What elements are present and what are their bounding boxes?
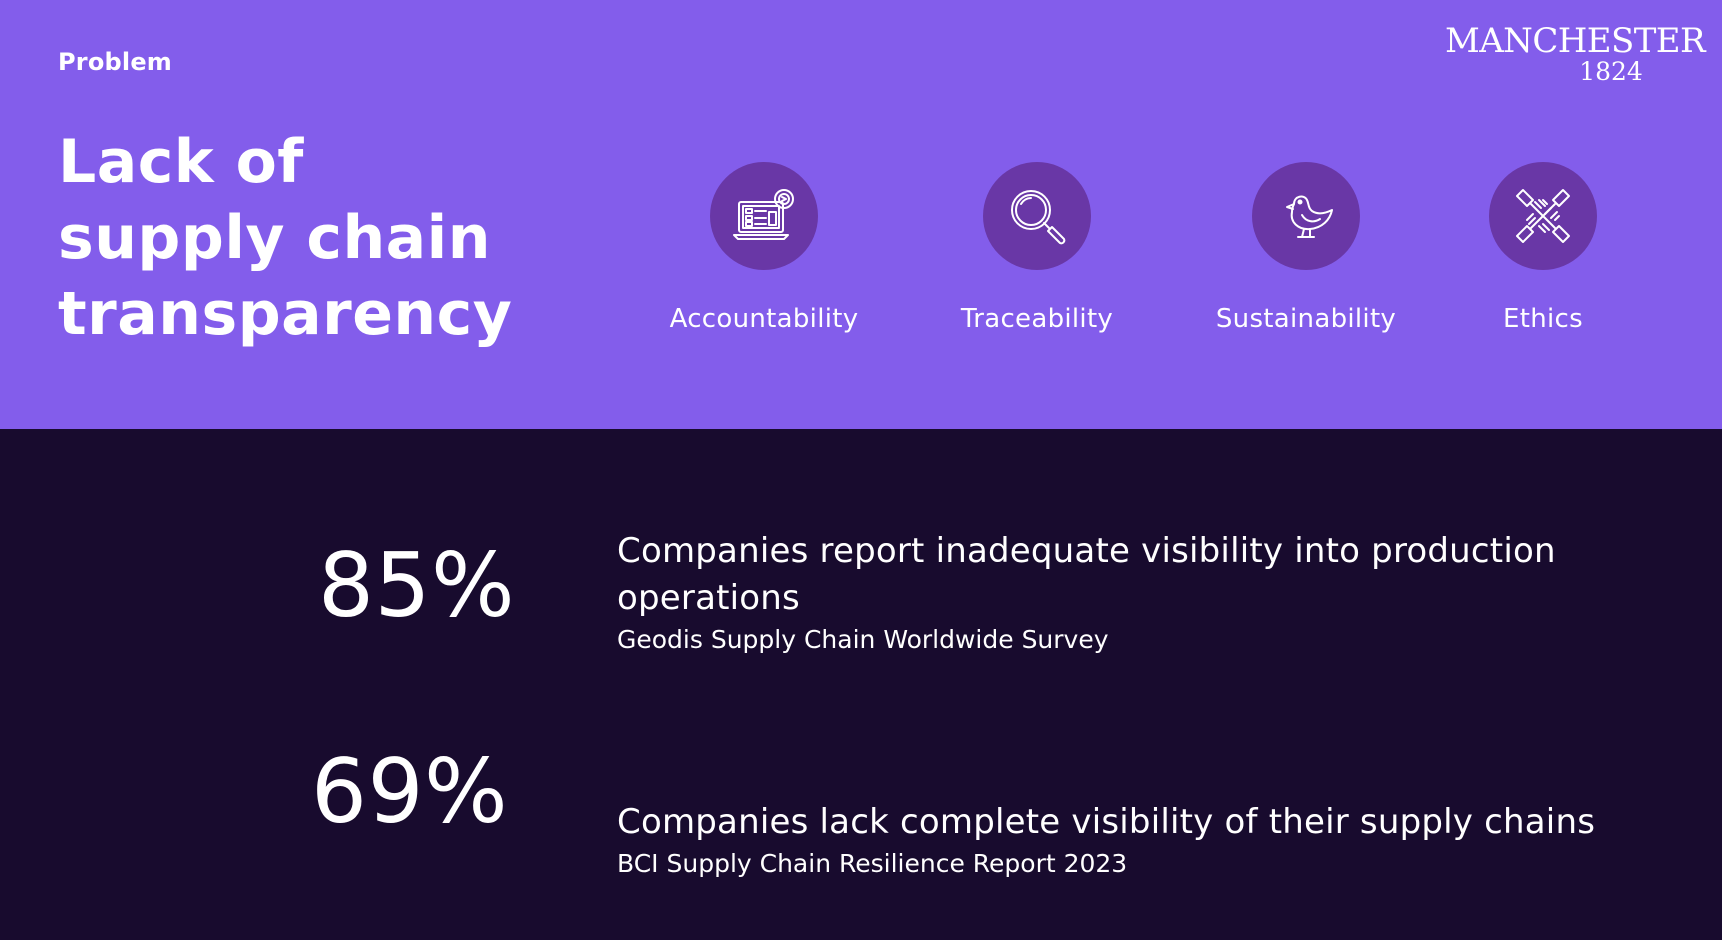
- stat-description-85: Companies report inadequate visibility i…: [617, 531, 1556, 618]
- laptop-dashboard-icon: [710, 162, 818, 270]
- feature-label-sustainability: Sustainability: [1215, 304, 1397, 334]
- stat-number-69: 69%: [311, 740, 509, 843]
- feature-accountability: Accountability: [644, 162, 884, 334]
- feature-label-accountability: Accountability: [669, 304, 859, 334]
- stat-source-85: Geodis Supply Chain Worldwide Survey: [617, 625, 1109, 654]
- stat-number-85: 85%: [318, 534, 516, 637]
- magnifying-glass-icon: [983, 162, 1091, 270]
- feature-label-ethics: Ethics: [1503, 304, 1583, 334]
- logo-year: 1824: [1579, 57, 1643, 86]
- title-line-1: Lack of: [58, 127, 304, 197]
- title-line-3: transparency: [58, 279, 513, 349]
- slide-title: Lack of supply chain transparency: [58, 124, 578, 352]
- manchester-logo: MANCHESTER 1824: [1440, 22, 1710, 84]
- stat-description-69: Companies lack complete visibility of th…: [617, 802, 1596, 842]
- bird-icon: [1252, 162, 1360, 270]
- logo-wordmark: MANCHESTER: [1445, 21, 1706, 61]
- bottom-panel: 85% Companies report inadequate visibili…: [0, 429, 1722, 940]
- feature-sustainability: Sustainability: [1186, 162, 1426, 334]
- feature-label-traceability: Traceability: [960, 304, 1114, 334]
- feature-traceability: Traceability: [917, 162, 1157, 334]
- top-panel: Problem Lack of supply chain transparenc…: [0, 0, 1722, 429]
- section-label: Problem: [58, 48, 173, 76]
- joined-hands-icon: [1489, 162, 1597, 270]
- title-line-2: supply chain: [58, 203, 491, 273]
- feature-ethics: Ethics: [1423, 162, 1663, 334]
- stat-source-69: BCI Supply Chain Resilience Report 2023: [617, 849, 1128, 878]
